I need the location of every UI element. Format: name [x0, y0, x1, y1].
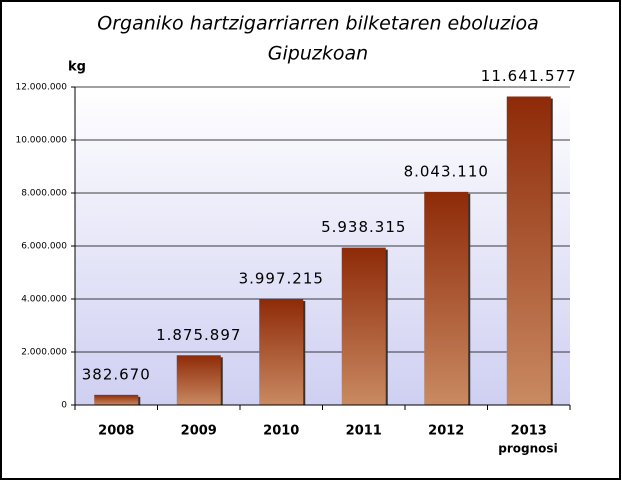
x-tick-label: 2010 [263, 424, 299, 439]
y-tick-label: 4.000.000 [21, 295, 67, 305]
y-tick-label: 0 [61, 401, 67, 411]
y-tick-label: 6.000.000 [21, 242, 67, 252]
y-tick-label: 12.000.000 [15, 83, 67, 93]
y-tick-label: 8.000.000 [21, 189, 67, 199]
chart-title: Gipuzkoan [268, 43, 368, 65]
value-label: 3.997.215 [239, 270, 324, 288]
bar [94, 394, 139, 405]
bar [259, 299, 304, 405]
value-label: 1.875.897 [156, 326, 241, 344]
x-tick-label: 2008 [98, 424, 134, 439]
bar [424, 191, 469, 405]
bar [506, 96, 551, 406]
bar [341, 247, 386, 405]
x-tick-label: 2011 [346, 424, 382, 439]
chart-title: Organiko hartzigarriarren bilketaren ebo… [97, 13, 539, 35]
y-tick-label: 2.000.000 [21, 348, 67, 358]
value-label: 382.670 [82, 365, 151, 383]
annotation: prognosi [498, 442, 557, 456]
x-tick-label: 2012 [428, 424, 464, 439]
y-axis-label: kg [68, 60, 86, 75]
y-tick-label: 10.000.000 [15, 136, 67, 146]
x-tick-label: 2013 [511, 424, 547, 439]
value-label: 11.641.577 [481, 67, 577, 85]
bar [176, 355, 221, 405]
value-label: 5.938.315 [321, 218, 406, 236]
x-tick-label: 2009 [181, 424, 217, 439]
value-label: 8.043.110 [404, 162, 489, 180]
